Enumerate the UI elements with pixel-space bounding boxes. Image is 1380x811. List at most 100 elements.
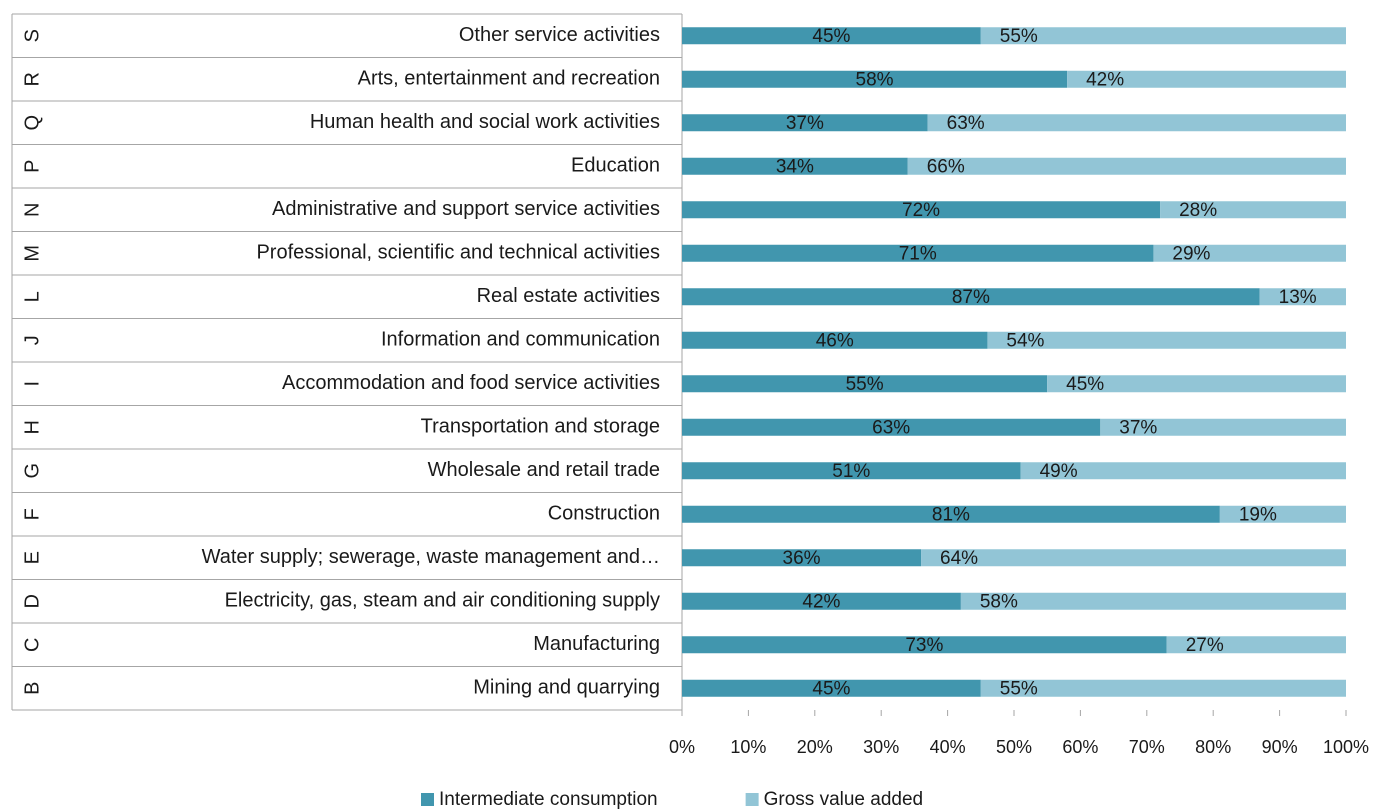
category-label: Electricity, gas, steam and air conditio…: [225, 590, 660, 612]
bar-segment: [682, 114, 928, 132]
category-code: R: [21, 72, 43, 86]
bar-segment: [980, 27, 1346, 45]
data-label: 58%: [980, 591, 1018, 612]
x-tick-label: 0%: [669, 737, 695, 757]
bar-segment: [682, 27, 981, 45]
bar-segment: [682, 505, 1220, 523]
data-label: 45%: [1066, 374, 1104, 395]
bar-segment: [927, 114, 1346, 132]
bar-segment: [1153, 244, 1346, 262]
bar-segment: [1160, 201, 1346, 219]
data-label: 37%: [786, 113, 824, 134]
category-label: Education: [571, 155, 660, 177]
category-label: Information and communication: [381, 329, 660, 351]
category-label: Manufacturing: [533, 633, 660, 655]
category-label: Administrative and support service activ…: [272, 198, 660, 220]
category-label: Professional, scientific and technical a…: [256, 242, 660, 264]
bar-segment: [682, 418, 1101, 436]
bar-segment: [1020, 462, 1346, 480]
data-label: 55%: [846, 374, 884, 395]
bar-segment: [682, 375, 1048, 393]
bar-segment: [1259, 288, 1346, 306]
category-code: Q: [21, 115, 43, 131]
bar-segment: [682, 201, 1161, 219]
data-label: 55%: [1000, 678, 1038, 699]
bar-segment: [1100, 418, 1346, 436]
data-label: 81%: [932, 504, 970, 525]
data-label: 51%: [832, 461, 870, 482]
data-label: 64%: [940, 548, 978, 569]
data-label: 73%: [905, 635, 943, 656]
category-code: N: [21, 203, 43, 217]
bar-segment: [682, 244, 1154, 262]
bar-segment: [980, 679, 1346, 697]
category-label: Mining and quarrying: [473, 677, 660, 699]
bar-segment: [682, 549, 922, 567]
bar-segment: [682, 462, 1021, 480]
category-code: S: [21, 29, 43, 42]
category-label: Accommodation and food service activitie…: [282, 372, 660, 394]
bar-segment: [682, 679, 981, 697]
data-label: 63%: [947, 113, 985, 134]
legend-label: Intermediate consumption: [439, 789, 658, 810]
legend-swatch: [421, 793, 434, 806]
bar-segment: [682, 636, 1167, 654]
data-label: 58%: [856, 69, 894, 90]
x-tick-label: 100%: [1323, 737, 1369, 757]
data-label: 42%: [1086, 69, 1124, 90]
x-tick-label: 30%: [863, 737, 899, 757]
data-label: 37%: [1119, 417, 1157, 438]
data-label: 63%: [872, 417, 910, 438]
data-label: 29%: [1172, 243, 1210, 264]
bar-segment: [987, 331, 1346, 349]
category-label: Real estate activities: [477, 285, 660, 307]
x-tick-label: 10%: [730, 737, 766, 757]
category-code: B: [21, 682, 43, 695]
bar-segment: [1067, 70, 1346, 88]
x-tick-label: 20%: [797, 737, 833, 757]
data-label: 45%: [812, 26, 850, 47]
category-label: Arts, entertainment and recreation: [358, 68, 660, 90]
x-tick-label: 40%: [930, 737, 966, 757]
bar-segment: [1166, 636, 1346, 654]
bar-segment: [921, 549, 1346, 567]
x-tick-label: 50%: [996, 737, 1032, 757]
category-code: D: [21, 594, 43, 608]
bar-segment: [682, 331, 988, 349]
category-code: P: [21, 160, 43, 173]
legend-swatch: [745, 793, 759, 806]
data-label: 34%: [776, 156, 814, 177]
category-label: Transportation and storage: [421, 416, 660, 438]
category-code: H: [21, 420, 43, 434]
data-label: 54%: [1006, 330, 1044, 351]
x-tick-label: 90%: [1262, 737, 1298, 757]
x-tick-label: 80%: [1195, 737, 1231, 757]
data-label: 49%: [1040, 461, 1078, 482]
data-label: 55%: [1000, 26, 1038, 47]
category-code: E: [21, 551, 43, 564]
data-label: 87%: [952, 287, 990, 308]
bar-segment: [682, 288, 1260, 306]
data-label: 27%: [1186, 635, 1224, 656]
category-label: Water supply; sewerage, waste management…: [202, 546, 660, 568]
category-code: F: [21, 508, 43, 520]
data-label: 71%: [899, 243, 937, 264]
category-label: Human health and social work activities: [310, 111, 660, 133]
legend-label: Gross value added: [764, 789, 924, 810]
x-tick-label: 60%: [1062, 737, 1098, 757]
data-label: 28%: [1179, 200, 1217, 221]
category-code: M: [21, 245, 43, 262]
category-label: Other service activities: [459, 24, 660, 46]
category-code: J: [21, 335, 43, 345]
category-code: L: [21, 291, 43, 302]
data-label: 19%: [1239, 504, 1277, 525]
data-label: 72%: [902, 200, 940, 221]
data-label: 42%: [802, 591, 840, 612]
bar-segment: [960, 592, 1346, 610]
bar-segment: [682, 157, 908, 175]
data-label: 45%: [812, 678, 850, 699]
bar-segment: [1219, 505, 1346, 523]
data-label: 46%: [816, 330, 854, 351]
category-code: I: [21, 381, 43, 387]
